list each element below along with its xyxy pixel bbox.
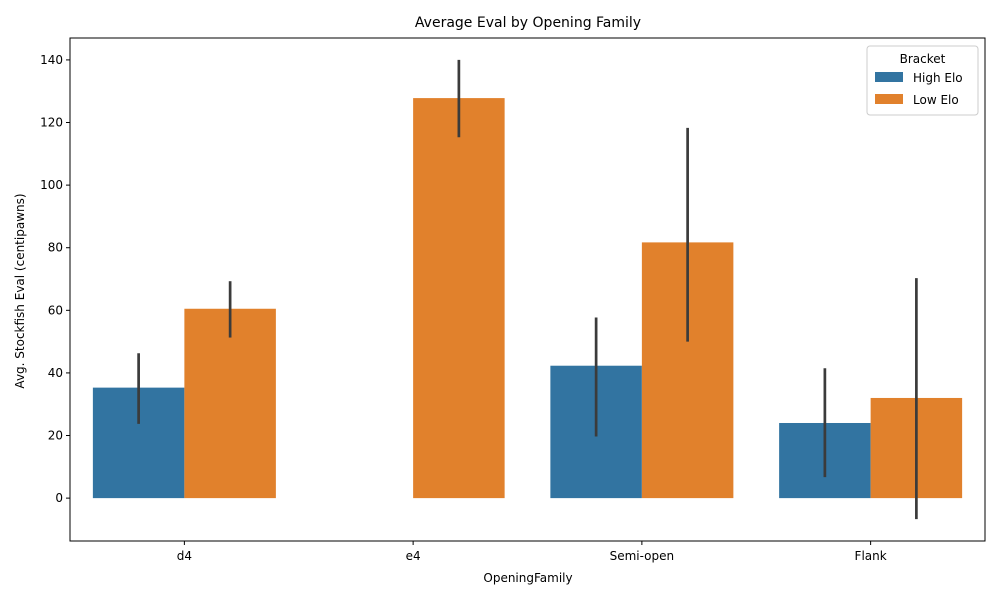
legend-label-high-elo: High Elo xyxy=(913,71,963,85)
error-bars-layer xyxy=(137,59,918,520)
legend-title: Bracket xyxy=(900,52,946,66)
x-tick-label: d4 xyxy=(177,549,192,563)
legend-label-low-elo: Low Elo xyxy=(913,93,959,107)
y-tick-label: 100 xyxy=(40,178,63,192)
y-tick-label: 140 xyxy=(40,53,63,67)
y-tick-label: 60 xyxy=(48,303,63,317)
legend-swatch-low-elo xyxy=(875,94,903,104)
y-axis: 0 20 40 60 80 100 120 140 xyxy=(40,53,70,505)
legend-swatch-high-elo xyxy=(875,72,903,82)
x-tick-label: Flank xyxy=(855,549,887,563)
chart-title: Average Eval by Opening Family xyxy=(415,15,641,31)
bars-layer xyxy=(92,98,963,499)
plot-frame xyxy=(69,37,986,542)
bar-low-elo-d4 xyxy=(184,308,276,499)
y-tick-label: 80 xyxy=(48,241,63,255)
legend: Bracket High Elo Low Elo xyxy=(866,45,979,116)
x-axis: d4 e4 Semi-open Flank xyxy=(177,541,887,563)
y-tick-label: 0 xyxy=(55,491,63,505)
y-tick-label: 40 xyxy=(48,366,63,380)
y-tick-label: 20 xyxy=(48,429,63,443)
x-tick-label: e4 xyxy=(406,549,421,563)
bar-low-elo-e4 xyxy=(413,98,505,499)
y-axis-label: Avg. Stockfish Eval (centipawns) xyxy=(13,193,27,388)
x-axis-label: OpeningFamily xyxy=(483,571,572,585)
x-tick-label: Semi-open xyxy=(610,549,675,563)
y-tick-label: 120 xyxy=(40,116,63,130)
